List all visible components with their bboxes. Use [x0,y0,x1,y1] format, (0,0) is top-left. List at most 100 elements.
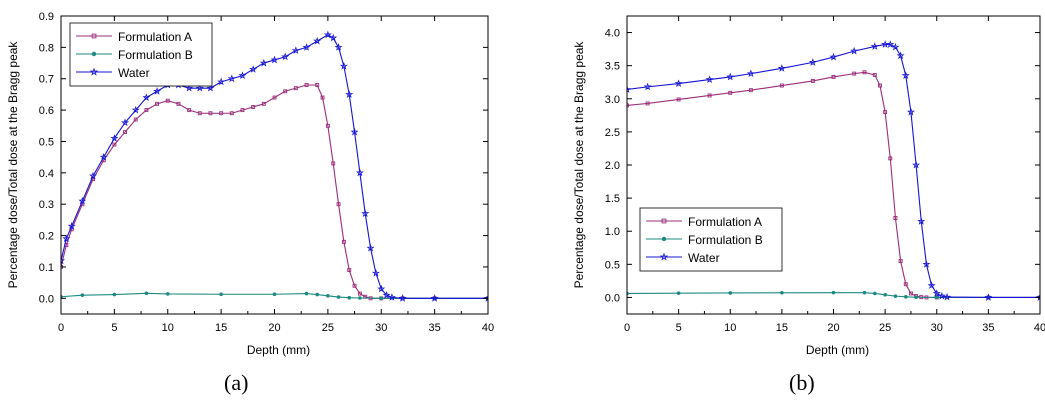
data-point [371,269,380,277]
data-point [352,283,357,288]
data-point [829,52,838,61]
data-point [728,291,733,295]
data-point [366,243,375,252]
data-point [345,90,354,98]
y-tick-label: 3.0 [605,94,620,106]
data-point [61,256,66,265]
data-point [355,168,364,177]
x-tick-label: 25 [879,322,891,334]
data-point [304,83,309,87]
y-tick-label: 0.6 [39,105,54,117]
data-point [387,293,396,301]
data-point [984,293,993,301]
data-point [261,101,266,106]
data-point [315,83,320,87]
data-point [131,105,140,114]
data-point [808,58,817,66]
data-point [779,83,784,88]
data-point [329,33,338,42]
data-point [195,83,204,92]
x-tick-label: 35 [982,322,994,334]
legend-marker [89,67,99,76]
data-point [283,89,288,94]
data-point [377,284,386,293]
data-point [219,111,224,116]
legend-label: Water [118,66,150,80]
data-point [707,93,712,98]
y-axis-label: Percentage dose/Total dose at the Bragg … [6,41,20,289]
x-tick-label: 40 [482,322,494,334]
data-point [121,118,130,127]
data-point [67,221,76,230]
data-point [281,52,290,61]
data-point [903,282,908,287]
data-point [315,292,320,297]
data-point [850,46,859,55]
data-point [483,294,488,302]
data-point [208,111,213,116]
data-point [893,294,898,298]
data-point [896,51,905,60]
data-point [914,295,918,300]
data-point [350,127,359,136]
x-axis-label: Depth (mm) [806,343,869,357]
data-point [932,289,941,297]
series-line-formulation-b [61,292,488,299]
data-point [862,70,867,75]
y-tick-label: 0.0 [605,292,620,304]
x-tick-label: 20 [827,322,839,334]
data-point [777,64,786,72]
data-point [62,234,71,243]
data-point [347,295,352,300]
y-tick-label: 0.5 [605,259,620,271]
y-tick-label: 0.9 [39,11,54,23]
data-point [336,202,341,207]
data-point [906,107,915,116]
data-point [872,72,877,77]
data-point [934,295,939,300]
y-tick-label: 0.4 [39,168,54,180]
plot-area [627,40,1040,301]
x-tick-label: 30 [931,322,943,334]
data-point [144,108,149,113]
data-point [862,290,867,295]
legend-marker [659,252,669,261]
data-point [259,58,268,67]
data-point [917,217,926,225]
data-point [331,161,336,166]
data-point [430,294,439,302]
data-point [357,291,362,296]
data-point [80,293,85,297]
data-point [320,95,325,100]
y-tick-label: 0.2 [39,231,54,243]
data-point [903,294,908,299]
legend-marker [661,236,667,242]
data-point [810,78,815,83]
data-point [251,105,256,109]
x-tick-label: 10 [724,322,736,334]
legend-label: Formulation A [118,30,192,44]
data-point [142,93,151,101]
data-point [358,296,362,300]
data-point [627,85,632,93]
y-tick-label: 0.3 [39,199,54,211]
data-point [185,83,194,92]
data-point [219,292,223,297]
data-point [272,292,277,297]
data-point [780,291,784,295]
data-point [325,123,330,128]
data-point [886,40,895,48]
data-point [112,142,117,147]
data-point [898,259,903,263]
data-point [705,75,714,83]
data-point [901,71,910,80]
legend-label: Formulation B [118,48,193,62]
data-point [217,77,226,86]
data-point [240,108,245,113]
data-point [872,291,877,296]
y-tick-label: 3.5 [605,61,620,73]
data-point [89,171,98,180]
data-point [165,292,170,296]
data-point [398,294,407,302]
